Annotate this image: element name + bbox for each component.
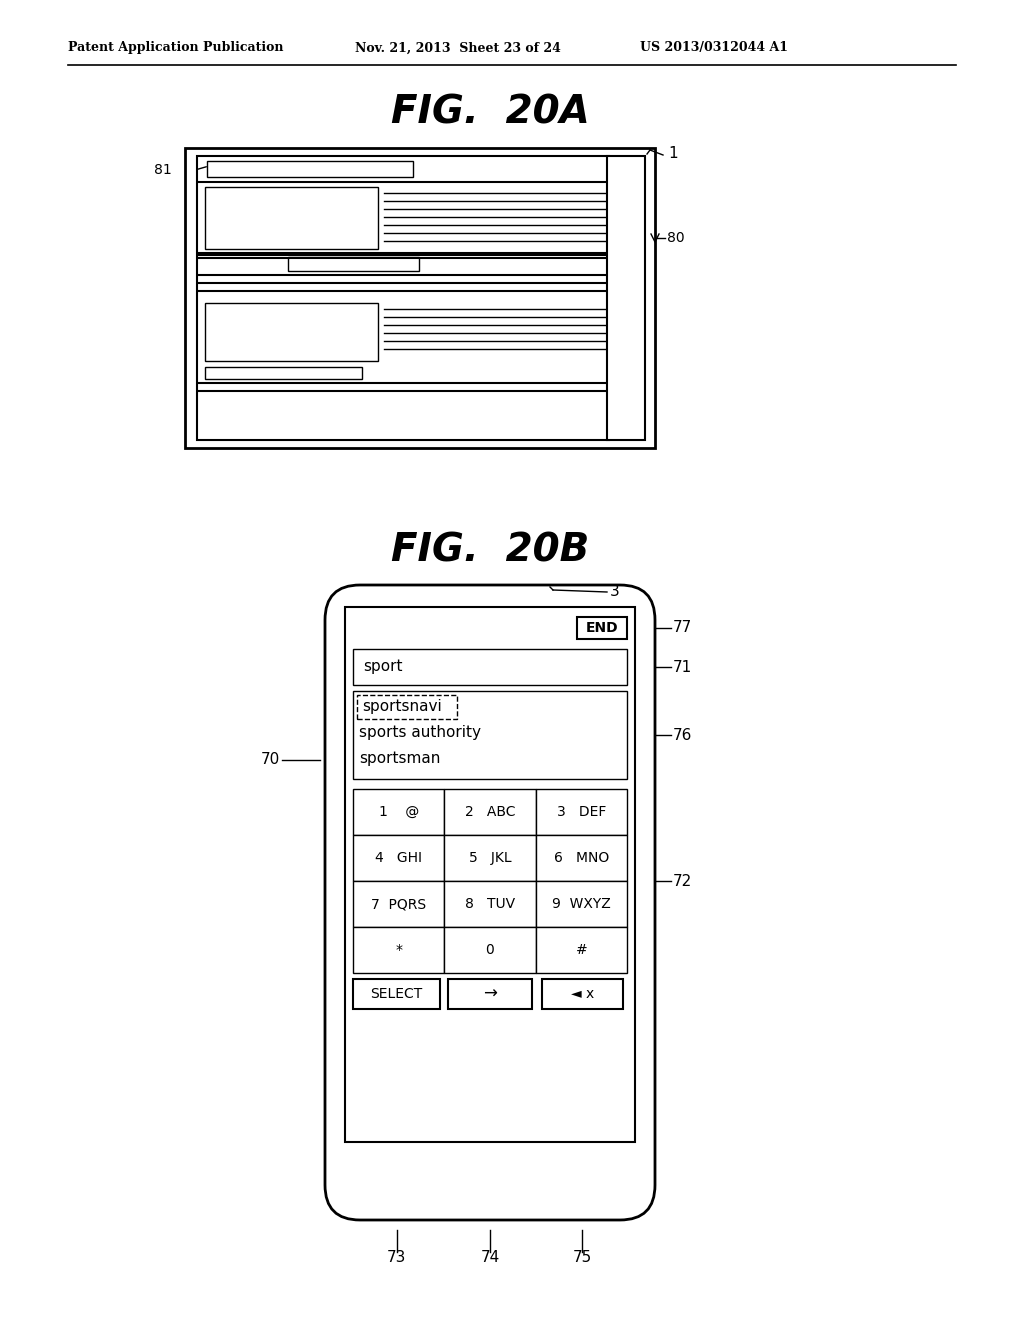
- Text: sports authority: sports authority: [359, 726, 481, 741]
- Text: sportsnavi: sportsnavi: [362, 700, 441, 714]
- Bar: [353, 789, 444, 836]
- Bar: [444, 789, 536, 836]
- Bar: [345, 607, 635, 1142]
- Text: 72: 72: [673, 874, 692, 888]
- Text: Nov. 21, 2013  Sheet 23 of 24: Nov. 21, 2013 Sheet 23 of 24: [355, 41, 561, 54]
- Text: 70: 70: [261, 752, 280, 767]
- Bar: [577, 616, 627, 639]
- Text: 4   GHI: 4 GHI: [375, 851, 422, 865]
- Text: END: END: [586, 620, 618, 635]
- Text: 0: 0: [485, 942, 495, 957]
- Text: FIG.  20A: FIG. 20A: [390, 94, 590, 132]
- Bar: [353, 880, 444, 927]
- Text: sportsman: sportsman: [359, 751, 440, 767]
- Text: 76: 76: [673, 727, 692, 742]
- Bar: [449, 979, 531, 1008]
- Text: 6   MNO: 6 MNO: [554, 851, 609, 865]
- Text: *: *: [395, 942, 402, 957]
- Text: →: →: [483, 985, 497, 1003]
- Bar: [205, 367, 361, 379]
- Text: 80: 80: [667, 231, 685, 246]
- Bar: [353, 649, 627, 685]
- Bar: [444, 880, 536, 927]
- Bar: [185, 148, 655, 447]
- Text: 2   ABC: 2 ABC: [465, 805, 515, 818]
- Text: 81: 81: [155, 162, 172, 177]
- Bar: [288, 257, 420, 271]
- Bar: [357, 696, 457, 719]
- Bar: [353, 979, 440, 1008]
- Text: 3: 3: [610, 583, 620, 598]
- Bar: [205, 187, 378, 249]
- Bar: [353, 927, 444, 973]
- Bar: [353, 836, 444, 880]
- Bar: [444, 927, 536, 973]
- Text: FIG.  20B: FIG. 20B: [391, 531, 589, 569]
- Text: 7  PQRS: 7 PQRS: [371, 898, 426, 911]
- Text: 1: 1: [668, 145, 678, 161]
- Text: 71: 71: [673, 660, 692, 675]
- Bar: [444, 836, 536, 880]
- Bar: [536, 789, 627, 836]
- Bar: [205, 304, 378, 360]
- Text: 8   TUV: 8 TUV: [465, 898, 515, 911]
- FancyBboxPatch shape: [325, 585, 655, 1220]
- Text: sport: sport: [362, 660, 402, 675]
- Text: SELECT: SELECT: [371, 987, 423, 1001]
- Text: 1    @: 1 @: [379, 805, 419, 818]
- Text: ◄ x: ◄ x: [570, 987, 594, 1001]
- Bar: [536, 927, 627, 973]
- Text: 9  WXYZ: 9 WXYZ: [552, 898, 610, 911]
- Text: 5   JKL: 5 JKL: [469, 851, 511, 865]
- Bar: [207, 161, 413, 177]
- Text: Patent Application Publication: Patent Application Publication: [68, 41, 284, 54]
- Text: 3   DEF: 3 DEF: [557, 805, 606, 818]
- Text: 73: 73: [387, 1250, 407, 1266]
- Text: 74: 74: [480, 1250, 500, 1266]
- Text: #: #: [575, 942, 587, 957]
- Bar: [607, 156, 645, 440]
- Bar: [536, 836, 627, 880]
- Text: 75: 75: [572, 1250, 592, 1266]
- Text: 77: 77: [673, 620, 692, 635]
- Bar: [353, 690, 627, 779]
- Bar: [542, 979, 623, 1008]
- Bar: [197, 156, 609, 440]
- Bar: [536, 880, 627, 927]
- Text: US 2013/0312044 A1: US 2013/0312044 A1: [640, 41, 788, 54]
